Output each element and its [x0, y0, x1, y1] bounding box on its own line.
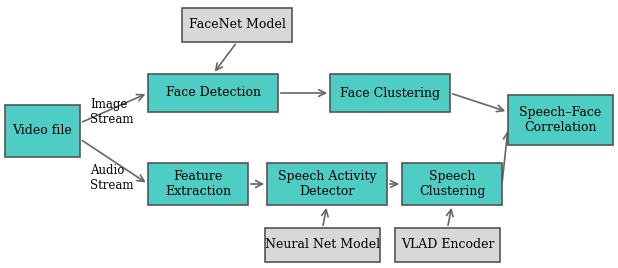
Text: FaceNet Model: FaceNet Model	[188, 18, 286, 32]
Text: Image
Stream: Image Stream	[90, 98, 133, 126]
FancyBboxPatch shape	[267, 163, 387, 205]
FancyBboxPatch shape	[265, 228, 380, 262]
FancyBboxPatch shape	[148, 163, 248, 205]
FancyBboxPatch shape	[395, 228, 500, 262]
Text: VLAD Encoder: VLAD Encoder	[400, 239, 494, 251]
Text: Speech Activity
Detector: Speech Activity Detector	[277, 170, 376, 198]
FancyBboxPatch shape	[508, 95, 613, 145]
Text: Speech–Face
Correlation: Speech–Face Correlation	[519, 106, 602, 134]
Text: Face Detection: Face Detection	[166, 87, 261, 99]
Text: Neural Net Model: Neural Net Model	[265, 239, 380, 251]
FancyBboxPatch shape	[330, 74, 450, 112]
FancyBboxPatch shape	[182, 8, 292, 42]
Text: Feature
Extraction: Feature Extraction	[165, 170, 231, 198]
FancyBboxPatch shape	[402, 163, 502, 205]
Text: Speech
Clustering: Speech Clustering	[419, 170, 485, 198]
FancyBboxPatch shape	[148, 74, 278, 112]
Text: Video file: Video file	[12, 125, 72, 137]
Text: Face Clustering: Face Clustering	[340, 87, 440, 99]
FancyBboxPatch shape	[5, 105, 80, 157]
Text: Audio
Stream: Audio Stream	[90, 164, 133, 192]
